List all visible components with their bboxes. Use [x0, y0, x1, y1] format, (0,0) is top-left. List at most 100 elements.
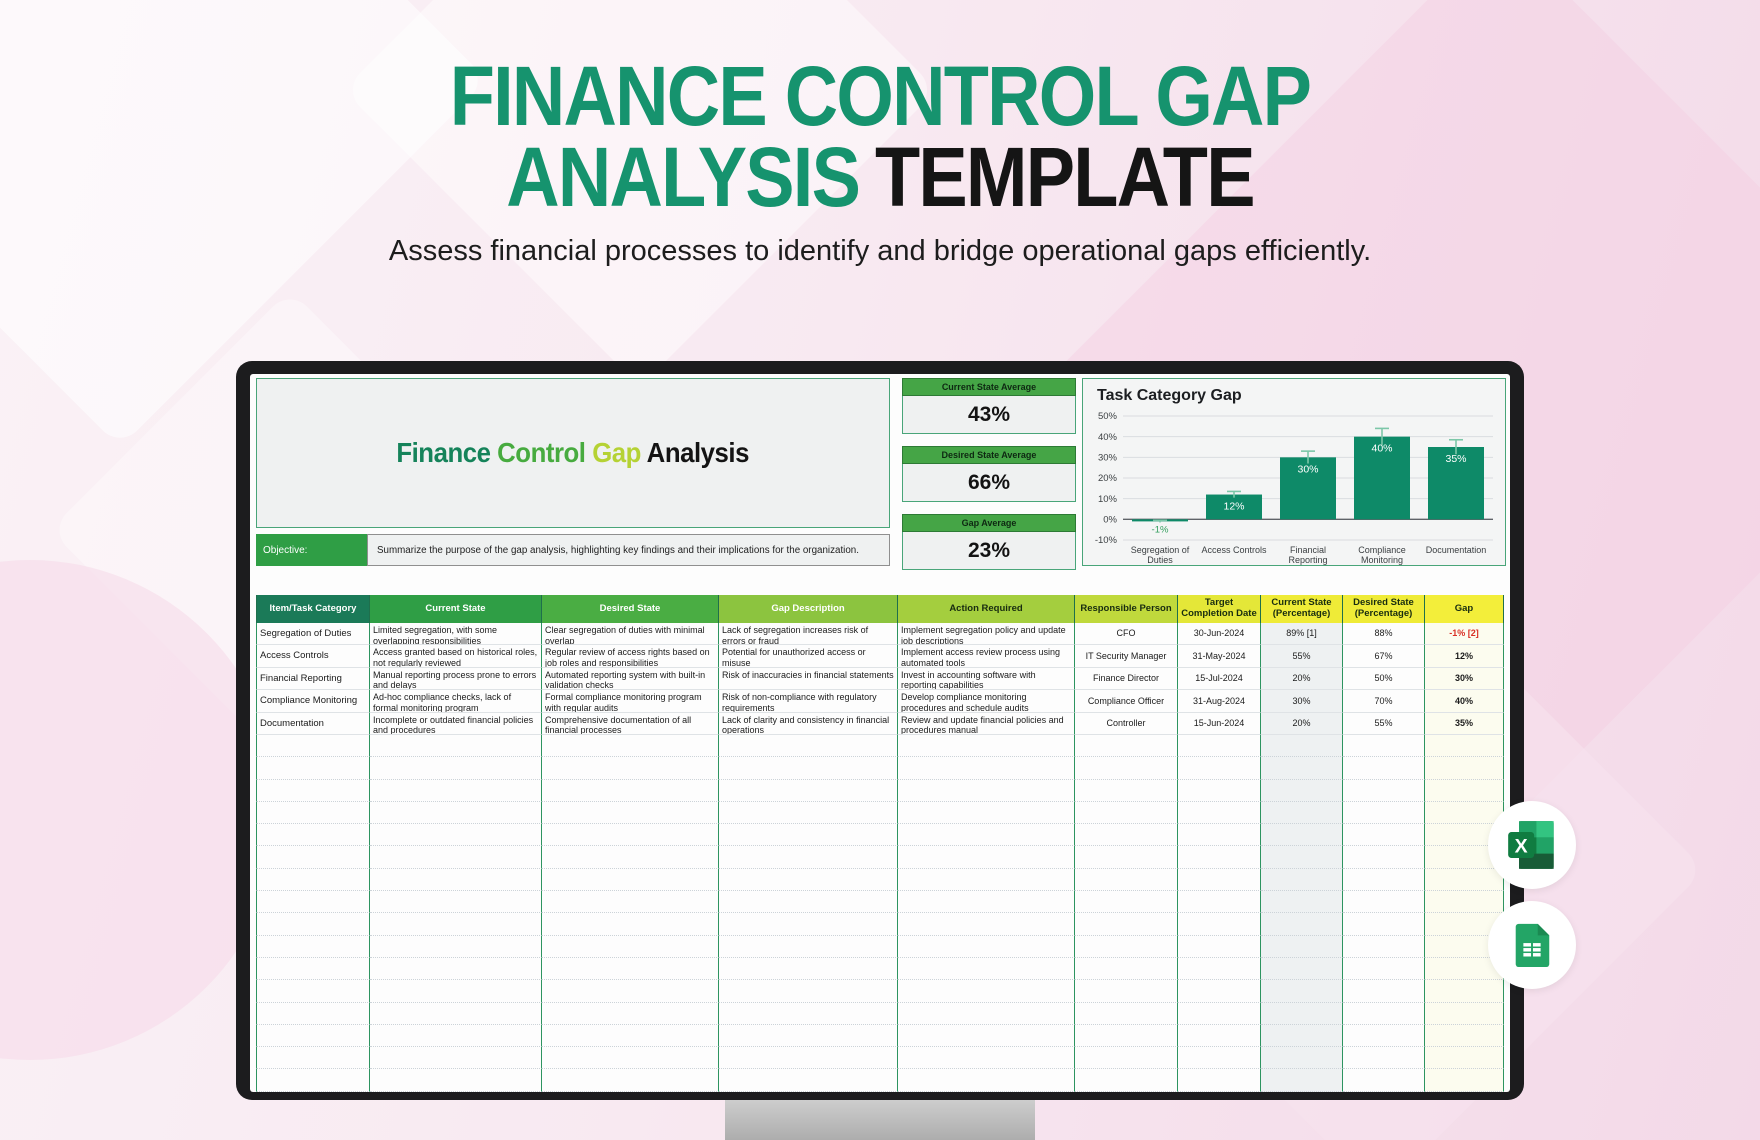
empty-cell	[542, 734, 719, 758]
sheet-title-analysis: Analysis	[647, 437, 750, 468]
empty-cell	[1425, 779, 1504, 802]
x-tick-label: Documentation	[1426, 545, 1487, 555]
page-subtitle: Assess financial processes to identify a…	[388, 235, 1372, 268]
column-header: Current State	[370, 595, 542, 623]
chart-title: Task Category Gap	[1097, 387, 1242, 404]
empty-cell	[370, 891, 542, 914]
stat-label: Gap Average	[902, 514, 1076, 532]
monitor-stand	[725, 1100, 1035, 1140]
bar-label: 12%	[1223, 501, 1244, 513]
table-cell: Access Controls	[256, 645, 370, 668]
table-cell: Documentation	[256, 712, 370, 735]
empty-cell	[719, 913, 898, 936]
empty-cell	[719, 891, 898, 914]
empty-cell	[1343, 846, 1425, 869]
empty-cell	[256, 1047, 370, 1070]
empty-cell	[1343, 734, 1425, 758]
empty-cell	[1425, 734, 1504, 758]
table-cell: Finance Director	[1075, 667, 1178, 691]
empty-cell	[1178, 891, 1261, 914]
table-cell: 55%	[1343, 712, 1425, 735]
google-sheets-badge[interactable]	[1488, 901, 1576, 989]
empty-cell	[1343, 891, 1425, 914]
excel-badge[interactable]: X	[1488, 801, 1576, 889]
table-cell: 50%	[1343, 667, 1425, 691]
empty-row	[256, 1002, 1504, 1025]
empty-cell	[370, 779, 542, 802]
empty-cell	[1425, 1002, 1504, 1025]
table-cell: CFO	[1075, 623, 1178, 646]
empty-cell	[1178, 801, 1261, 825]
empty-cell	[1178, 824, 1261, 847]
empty-cell	[1075, 957, 1178, 981]
empty-cell	[370, 935, 542, 958]
page-title-template: TEMPLATE	[874, 129, 1256, 224]
empty-cell	[719, 1047, 898, 1070]
sheet-title-control: Control	[497, 437, 587, 468]
empty-cell	[1425, 757, 1504, 780]
table-cell: Lack of segregation increases risk of er…	[719, 623, 898, 646]
empty-cell	[1261, 891, 1343, 914]
empty-cell	[1075, 1002, 1178, 1025]
google-sheets-icon	[1515, 923, 1550, 968]
bar-label: 40%	[1371, 443, 1392, 455]
empty-row	[256, 734, 1504, 758]
table-cell: 12%	[1425, 645, 1504, 668]
empty-row	[256, 1024, 1504, 1048]
sheet-title-box: Finance Control Gap Analysis	[256, 378, 890, 528]
table-cell: Compliance Monitoring	[256, 690, 370, 713]
table-cell: Develop compliance monitoring procedures…	[898, 690, 1075, 713]
empty-cell	[719, 779, 898, 802]
empty-cell	[1178, 868, 1261, 892]
empty-cell	[1075, 846, 1178, 869]
empty-cell	[719, 846, 898, 869]
empty-row	[256, 935, 1504, 958]
empty-cell	[370, 957, 542, 981]
empty-cell	[1261, 824, 1343, 847]
hero-header: FINANCE CONTROL GAP ANALYSIS TEMPLATE Ass…	[0, 49, 1760, 268]
column-header: Desired State	[542, 595, 719, 623]
table-cell: 31-May-2024	[1178, 645, 1261, 668]
empty-cell	[898, 757, 1075, 780]
empty-cell	[256, 957, 370, 981]
chart-bar	[1428, 447, 1484, 520]
chart-bar	[1206, 494, 1262, 520]
empty-cell	[542, 891, 719, 914]
empty-row	[256, 846, 1504, 869]
empty-cell	[370, 1024, 542, 1048]
column-header: Item/Task Category	[256, 595, 370, 623]
empty-cell	[1425, 1069, 1504, 1092]
table-row: Segregation of Duties Limited segregation…	[256, 623, 1504, 646]
empty-row	[256, 1047, 1504, 1070]
table-cell: 15-Jul-2024	[1178, 667, 1261, 691]
empty-cell	[719, 1002, 898, 1025]
empty-cell	[719, 935, 898, 958]
objective-row: Objective: Summarize the purpose of the …	[256, 534, 890, 566]
empty-cell	[1343, 980, 1425, 1003]
empty-cell	[542, 1069, 719, 1092]
empty-cell	[1178, 734, 1261, 758]
empty-cell	[1343, 1024, 1425, 1048]
empty-cell	[719, 957, 898, 981]
sheet-title-gap: Gap	[592, 437, 642, 468]
empty-cell	[719, 868, 898, 892]
table-cell: -1% [2]	[1425, 623, 1504, 646]
table-cell: Risk of inaccuracies in financial statem…	[719, 667, 898, 691]
table-cell: Implement segregation policy and update …	[898, 623, 1075, 646]
page-title-line1: FINANCE CONTROL GAP	[449, 49, 1312, 143]
empty-cell	[542, 779, 719, 802]
empty-cell	[1261, 980, 1343, 1003]
table-cell: IT Security Manager	[1075, 645, 1178, 668]
y-tick-label: 10%	[1098, 494, 1118, 505]
empty-cell	[542, 846, 719, 869]
column-header: Gap	[1425, 595, 1504, 623]
empty-cell	[1343, 1069, 1425, 1092]
empty-cell	[256, 891, 370, 914]
empty-cell	[1075, 779, 1178, 802]
empty-cell	[370, 1047, 542, 1070]
empty-cell	[256, 913, 370, 936]
empty-cell	[256, 757, 370, 780]
empty-cell	[898, 734, 1075, 758]
column-header: Current State (Percentage)	[1261, 595, 1343, 623]
bar-label: -1%	[1152, 524, 1169, 535]
